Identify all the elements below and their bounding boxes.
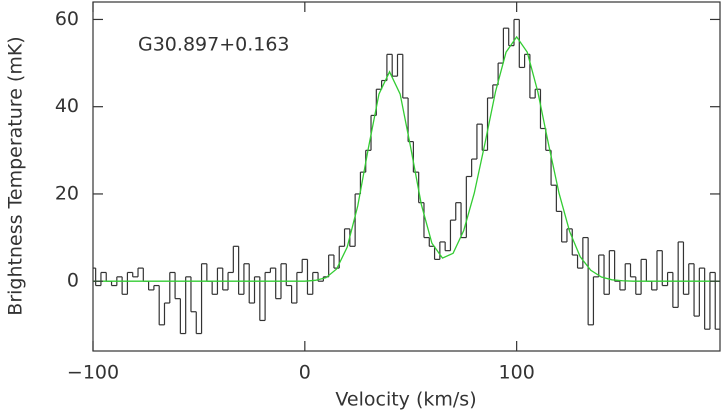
x-tick-label: 100 [499,362,535,384]
y-tick-label: 20 [55,182,79,204]
x-tick-label: 0 [299,362,311,384]
annotation: G30.897+0.163 [138,34,290,56]
fit-line [93,35,720,282]
y-tick-label: 60 [55,8,79,30]
plot-area [93,18,720,335]
y-axis-label: Brightness Temperature (mK) [5,36,27,315]
x-axis-label: Velocity (km/s) [335,389,476,411]
y-tick-label: 40 [55,95,79,117]
plot-frame [92,1,721,352]
x-tick-label: −100 [67,362,119,384]
y-tick-label: 0 [67,270,79,292]
